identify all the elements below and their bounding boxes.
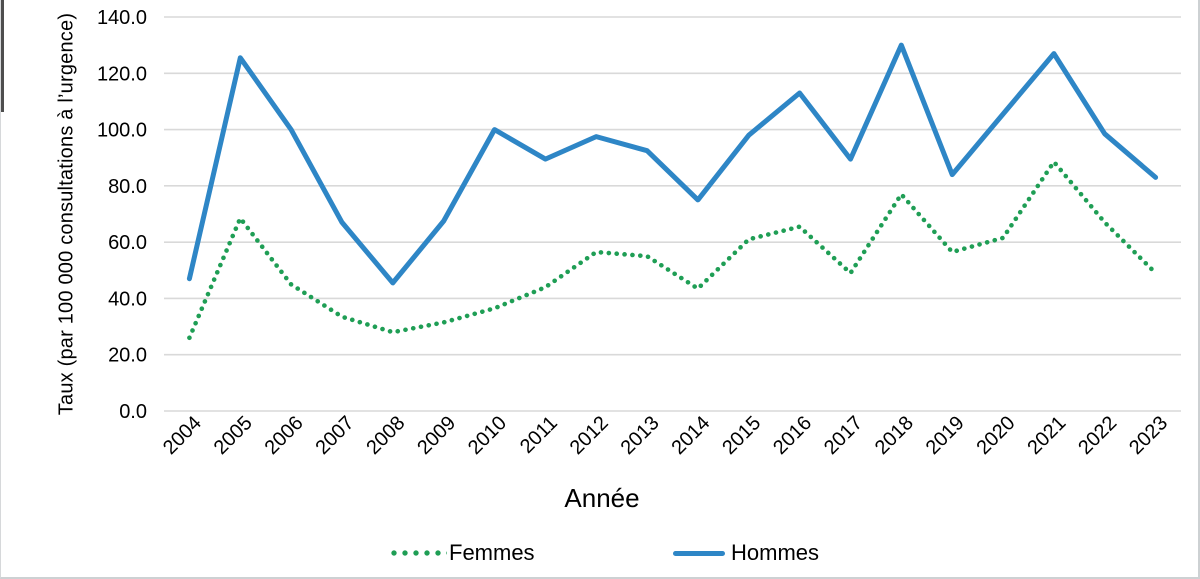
series-line-femmes <box>187 159 1158 341</box>
y-tick-label: 0.0 <box>119 401 147 423</box>
x-tick-label: 2013 <box>617 412 664 459</box>
x-tick-label: 2015 <box>718 412 765 459</box>
y-tick-label: 60.0 <box>108 232 147 254</box>
x-tick-label: 2011 <box>516 412 562 458</box>
x-tick-label: 2022 <box>1074 412 1121 459</box>
x-tick-label: 2023 <box>1125 412 1172 459</box>
legend-item-hommes: Hommes <box>673 538 819 568</box>
x-tick-label: 2004 <box>159 412 206 459</box>
x-tick-label: 2012 <box>566 412 613 459</box>
y-tick-label: 80.0 <box>108 176 147 198</box>
hommes-solid-line-marker <box>673 550 725 556</box>
x-tick-label: 2010 <box>464 412 511 459</box>
x-tick-label: 2008 <box>362 412 409 459</box>
y-tick-label: 40.0 <box>108 288 147 310</box>
y-tick-label: 100.0 <box>97 120 147 142</box>
y-tick-label: 20.0 <box>108 345 147 367</box>
legend-item-femmes: Femmes <box>391 538 535 568</box>
window-edge-artifact <box>1 0 4 112</box>
x-tick-label: 2016 <box>769 412 816 459</box>
x-tick-label: 2019 <box>922 412 969 459</box>
x-tick-label: 2018 <box>871 412 918 459</box>
legend-label-femmes: Femmes <box>449 540 535 565</box>
x-tick-label: 2021 <box>1023 412 1070 459</box>
x-tick-label: 2005 <box>210 412 257 459</box>
legend: Femmes Hommes <box>1 538 1198 568</box>
x-tick-label: 2006 <box>261 412 308 459</box>
x-axis-title: Année <box>564 483 640 513</box>
x-tick-label: 2009 <box>413 412 460 459</box>
femmes-dotted-line-marker <box>391 550 447 556</box>
y-tick-label: 140.0 <box>97 7 147 29</box>
x-tick-label: 2017 <box>820 412 867 459</box>
series-line-hommes <box>186 42 1159 286</box>
x-tick-label: 2007 <box>311 412 358 459</box>
x-tick-label: 2014 <box>667 412 714 459</box>
x-tick-label: 2020 <box>973 412 1020 459</box>
legend-label-hommes: Hommes <box>731 540 820 565</box>
y-tick-label: 120.0 <box>97 63 147 85</box>
